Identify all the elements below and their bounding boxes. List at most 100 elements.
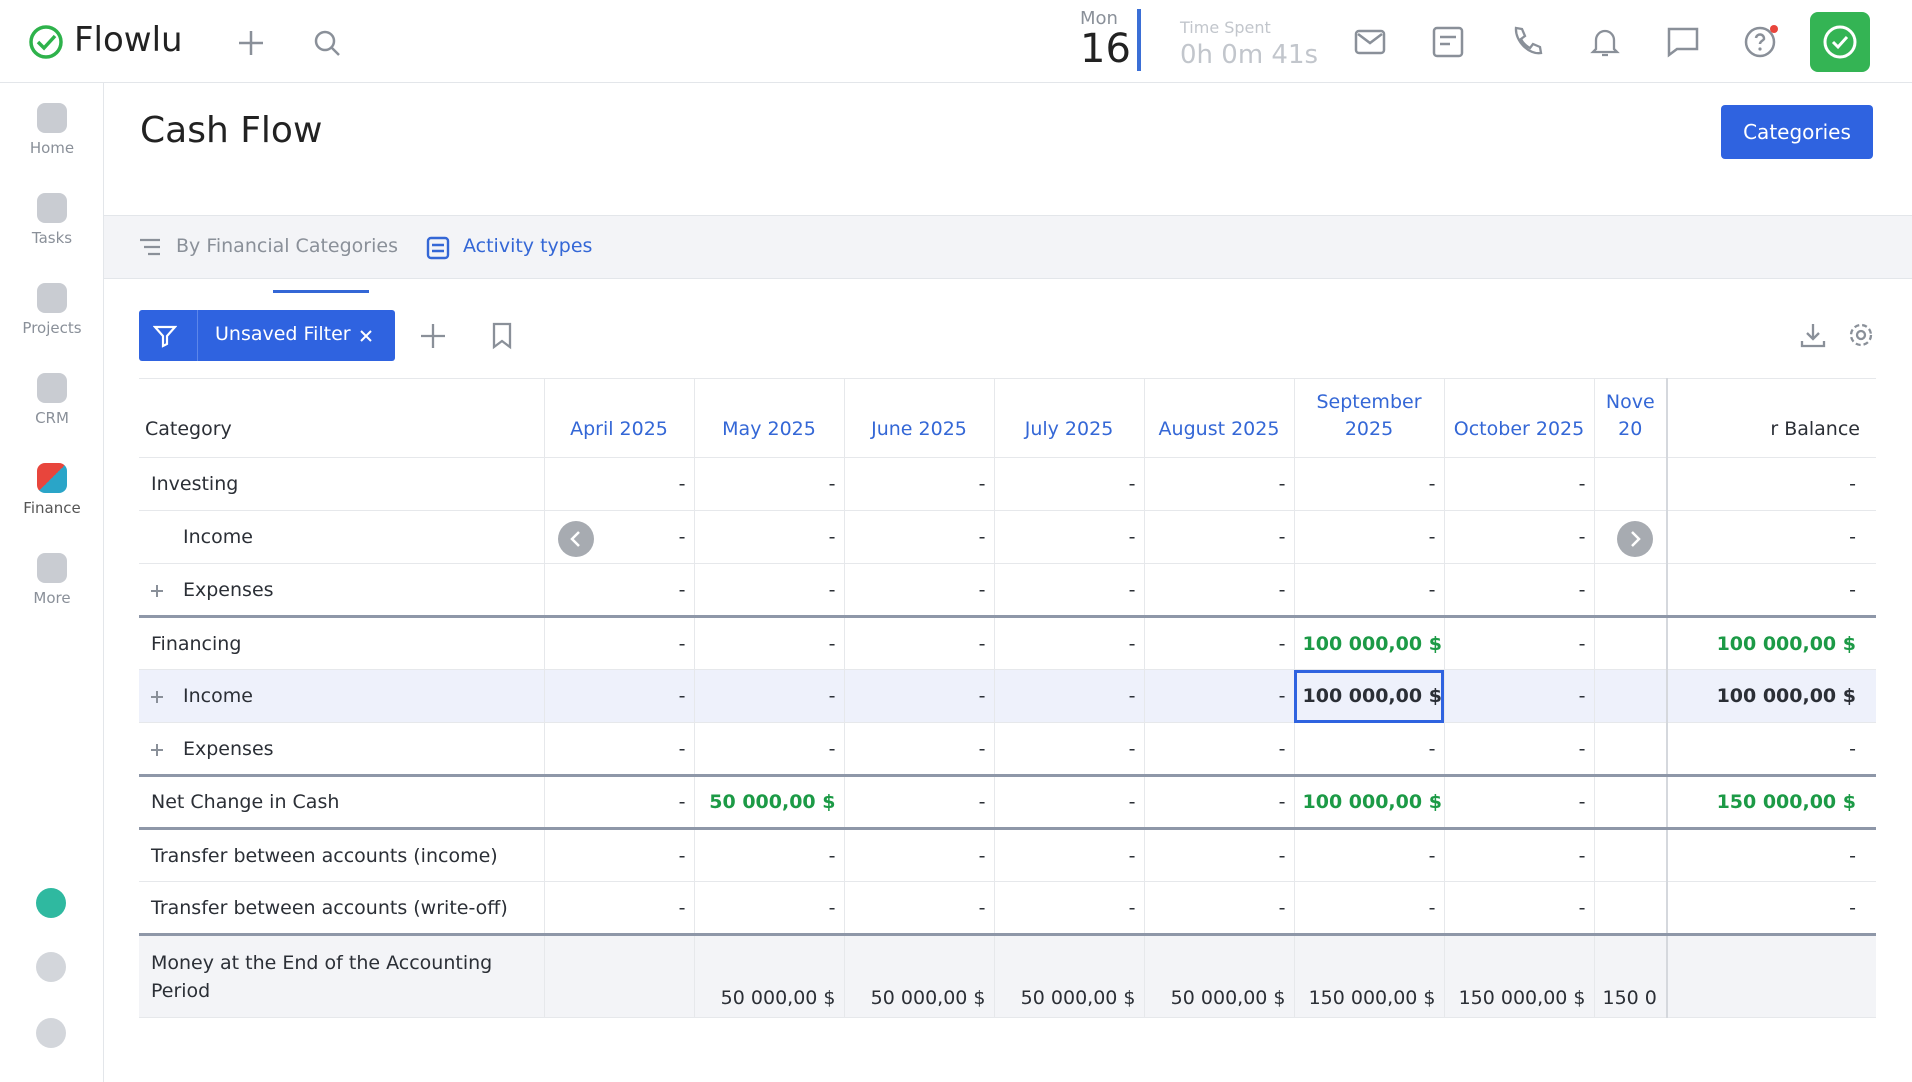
notes-icon[interactable] [1431, 24, 1467, 60]
activity-icon [426, 236, 450, 260]
filter-chip[interactable]: Unsaved Filter [139, 310, 395, 361]
cell: 50 000,00 $ [693, 775, 844, 829]
nav-item[interactable]: Finance [0, 463, 104, 517]
cell: - [543, 457, 694, 511]
help-icon[interactable] [1742, 22, 1782, 62]
cell: - [1143, 775, 1294, 829]
nav-label: More [33, 589, 71, 607]
cell: - [1443, 616, 1594, 670]
bell-icon[interactable] [1587, 24, 1623, 60]
cell: - [1143, 616, 1294, 670]
column-header: August 2025 [1143, 378, 1294, 458]
cell: - [543, 775, 694, 829]
row-label: Income [139, 510, 544, 564]
nav-item[interactable]: Projects [0, 283, 104, 337]
cell: - [693, 457, 844, 511]
nav-item[interactable]: Home [0, 103, 104, 157]
row-label: Financing [139, 616, 544, 670]
cell: - [693, 881, 844, 935]
cell: - [1443, 828, 1594, 882]
cell: - [693, 563, 844, 617]
expand-icon[interactable] [149, 583, 165, 599]
expand-icon[interactable] [149, 689, 165, 705]
cell: - [993, 563, 1144, 617]
bottom-icon[interactable] [36, 888, 66, 918]
table-row: Transfer between accounts (income) - - - - - -… [139, 828, 1876, 882]
nav-icon [37, 463, 67, 493]
cell: - [993, 722, 1144, 776]
main: Cash Flow Categories All ReportsCash Flo… [104, 83, 1912, 1082]
cell: - [693, 669, 844, 723]
row-label: Expenses [139, 563, 544, 617]
timer-button[interactable] [1810, 12, 1870, 72]
table-row: Expenses - - - - - - - - [139, 722, 1876, 776]
cell: - [843, 510, 994, 564]
time-label: Time Spent [1180, 18, 1271, 37]
cell: - [993, 775, 1144, 829]
table-row: Financing - - - - -100 000,00 $ -100 000,00 $ [139, 616, 1876, 670]
bookmark[interactable] [490, 322, 514, 350]
cell: - [843, 563, 994, 617]
scroll-left[interactable] [557, 520, 595, 558]
cell: - [543, 563, 694, 617]
row-label-text: Transfer between accounts (write-off) [151, 896, 508, 919]
phone-icon[interactable] [1509, 24, 1545, 60]
nav-item[interactable]: More [0, 553, 104, 607]
table-row: Investing - - - - - - - - [139, 457, 1876, 511]
categories-button[interactable]: Categories [1721, 105, 1873, 159]
cell: - [843, 775, 994, 829]
clear-filter[interactable] [358, 328, 374, 344]
subtab[interactable]: By Financial Categories [176, 235, 398, 257]
nav-item[interactable]: Tasks [0, 193, 104, 247]
cell: - [1666, 510, 1876, 564]
row-label-text: Investing [151, 473, 239, 495]
cell: - [693, 722, 844, 776]
nav-label: CRM [35, 409, 69, 427]
chip-divider [197, 310, 198, 361]
cell [1593, 722, 1667, 776]
expand-icon[interactable] [149, 742, 165, 758]
logo: Flowlu [74, 20, 183, 60]
row-label: Money at the End of the Accounting Perio… [139, 934, 544, 1018]
sidebar: Home Tasks Projects CRM Finance More [0, 83, 104, 1082]
row-label-text: Expenses [183, 737, 274, 760]
cell: - [1443, 457, 1594, 511]
mail-icon[interactable] [1353, 26, 1389, 58]
cell: 50 000,00 $ [693, 934, 844, 1018]
nav-label: Projects [22, 319, 82, 337]
subtab[interactable]: Activity types [463, 235, 593, 257]
cell: 50 000,00 $ [993, 934, 1144, 1018]
cell: - [1666, 828, 1876, 882]
bottom-icon[interactable] [36, 1018, 66, 1048]
cell: - [843, 881, 994, 935]
cell: - [1143, 563, 1294, 617]
download[interactable] [1799, 321, 1827, 349]
cell: - [843, 616, 994, 670]
chat-icon[interactable] [1665, 24, 1701, 60]
column-header: September 2025 [1293, 378, 1444, 458]
add-button[interactable] [236, 28, 266, 58]
search-button[interactable] [312, 28, 342, 58]
cell [1593, 881, 1667, 935]
settings[interactable] [1847, 321, 1875, 349]
cell: - [993, 669, 1144, 723]
row-label-text: Financing [151, 632, 242, 655]
cell: - [543, 669, 694, 723]
cell: 150 000,00 $ [1666, 775, 1876, 829]
bottom-icon[interactable] [36, 952, 66, 982]
nav-icon [37, 103, 67, 133]
cell: 150 000,00 $ [1293, 934, 1444, 1018]
nav-item[interactable]: CRM [0, 373, 104, 427]
cell: - [693, 828, 844, 882]
cash-flow-table: Category April 2025 May 2025 June 2025 July … [139, 378, 1876, 1018]
cell [1593, 775, 1667, 829]
add-filter[interactable] [419, 322, 447, 350]
nav-icon [37, 553, 67, 583]
column-header: October 2025 [1443, 378, 1594, 458]
cell: - [1666, 881, 1876, 935]
cell: - [693, 616, 844, 670]
cell: - [543, 510, 694, 564]
nav-label: Home [29, 139, 75, 157]
cell: - [843, 828, 994, 882]
scroll-right[interactable] [1616, 520, 1654, 558]
